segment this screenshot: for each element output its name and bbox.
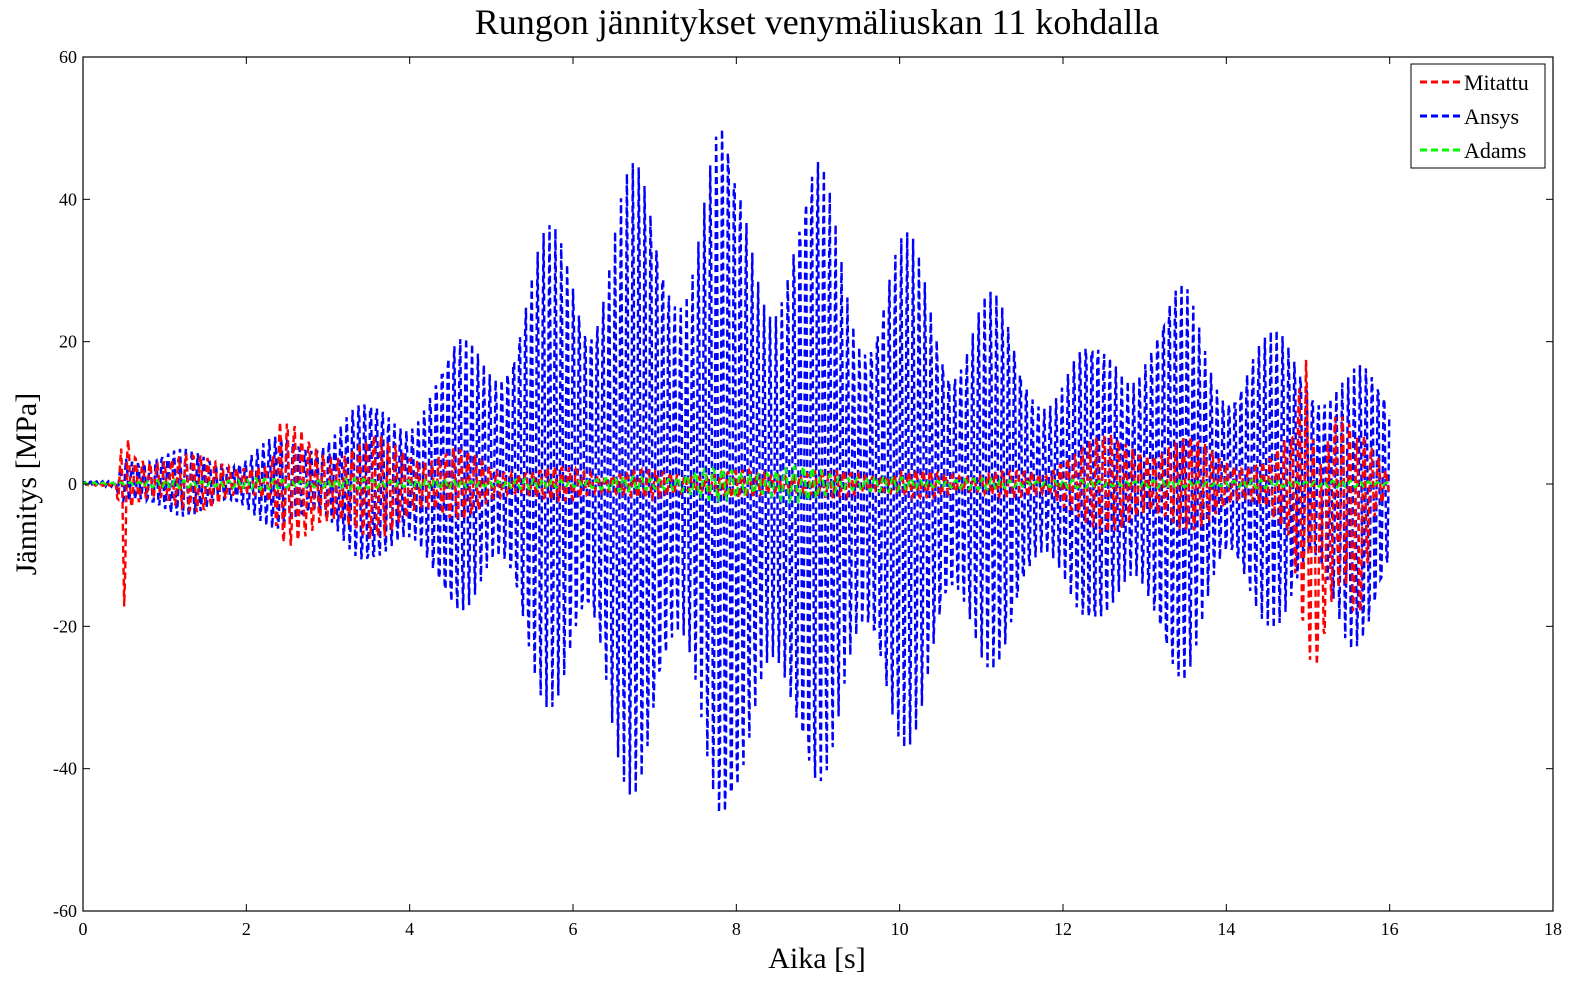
x-tick-label: 2 xyxy=(242,919,251,939)
x-tick-label: 6 xyxy=(569,919,578,939)
x-tick-label: 14 xyxy=(1217,919,1235,939)
plot-area xyxy=(82,56,1554,912)
y-axis-label: Jännitys [MPa] xyxy=(10,393,43,576)
ticks-layer: 0 2 4 6 8 10 12 14 16 18 -60 -40 -20 0 20 40 60 xyxy=(53,47,1562,939)
x-tick-label: 18 xyxy=(1544,919,1562,939)
series-line-ansys xyxy=(83,129,1391,813)
x-tick-label: 16 xyxy=(1381,919,1399,939)
x-tick-label: 8 xyxy=(732,919,741,939)
y-tick-label: 60 xyxy=(59,47,77,67)
y-tick-label: 0 xyxy=(68,474,77,494)
x-axis-label: Aika [s] xyxy=(768,942,865,975)
y-tick-label: 20 xyxy=(59,332,77,352)
legend-label-ansys: Ansys xyxy=(1464,104,1519,129)
y-tick-label: -20 xyxy=(53,616,77,636)
series-line-adams xyxy=(83,462,1391,505)
legend: Mitattu Ansys Adams xyxy=(1410,63,1546,169)
series-layer xyxy=(83,129,1391,813)
series-line-mitattu xyxy=(83,359,1391,665)
legend-label-adams: Adams xyxy=(1464,138,1526,163)
x-tick-label: 10 xyxy=(891,919,909,939)
y-tick-label: -40 xyxy=(53,759,77,779)
legend-label-mitattu: Mitattu xyxy=(1464,70,1529,95)
y-tick-label: 40 xyxy=(59,189,77,209)
chart-title: Rungon jännitykset venymäliuskan 11 kohd… xyxy=(475,2,1160,42)
y-tick-label: -60 xyxy=(53,901,77,921)
x-tick-label: 4 xyxy=(405,919,414,939)
x-tick-label: 12 xyxy=(1054,919,1072,939)
x-tick-label: 0 xyxy=(79,919,88,939)
